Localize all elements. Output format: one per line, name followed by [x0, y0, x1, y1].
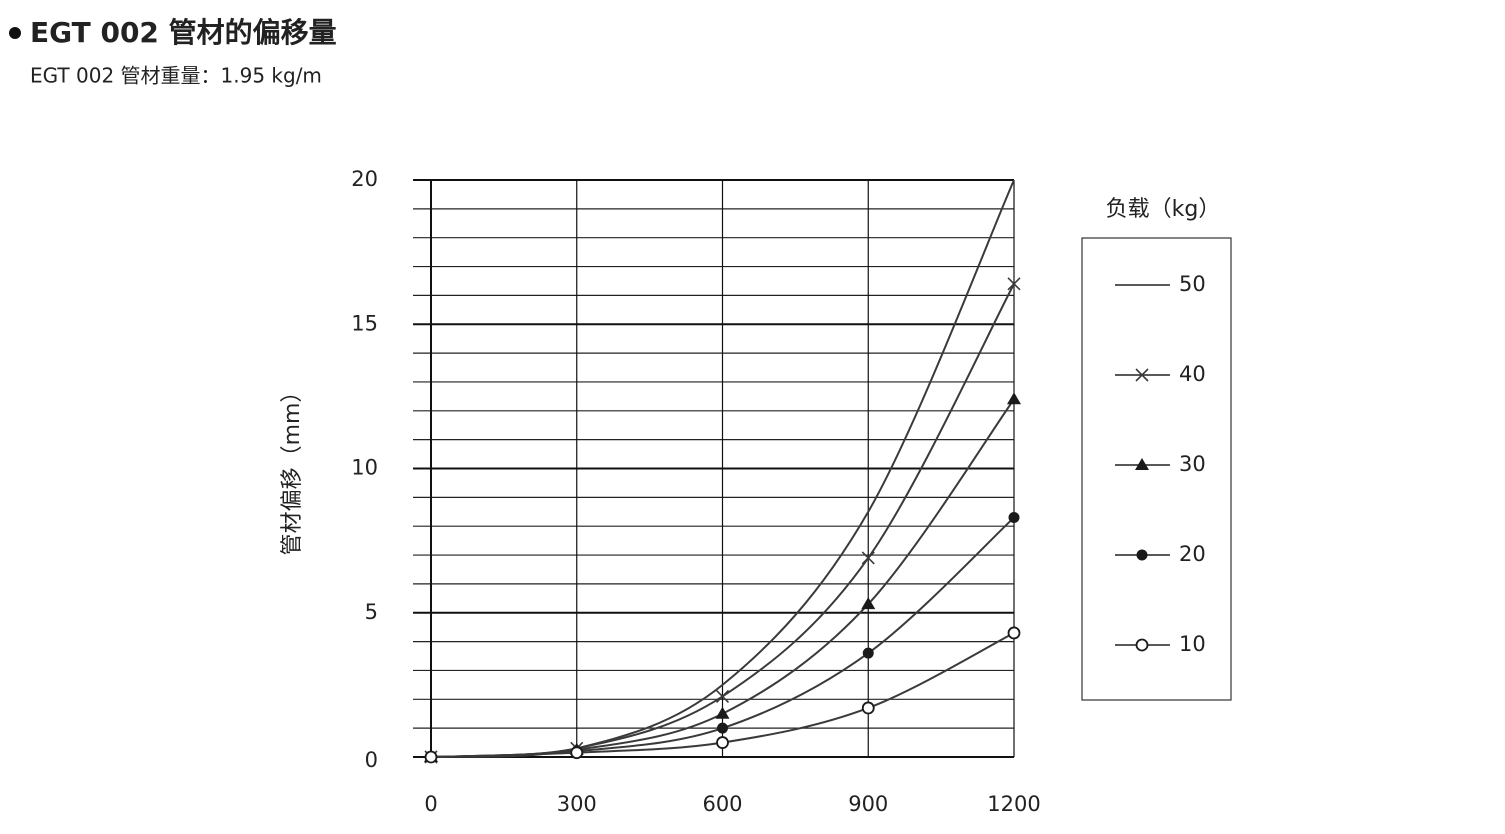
data-point [862, 647, 874, 659]
legend-label: 30 [1179, 452, 1206, 476]
legend-marker [1135, 368, 1149, 382]
data-point [715, 689, 730, 703]
legend-marker [1135, 458, 1149, 470]
legend-marker [1135, 638, 1149, 652]
legend-label: 40 [1179, 362, 1206, 386]
legend-label: 10 [1179, 632, 1206, 656]
legend-box [1081, 237, 1232, 701]
legend-marker [1136, 549, 1148, 561]
data-point [716, 736, 729, 749]
x-tick-label: 600 [702, 792, 742, 816]
data-point [1008, 512, 1020, 524]
y-tick-label: 5 [365, 600, 378, 624]
data-point [717, 722, 728, 734]
y-axis-label: 管材偏移（mm） [280, 381, 305, 556]
data-point [1007, 277, 1021, 291]
y-tick-label: 15 [351, 311, 378, 335]
x-tick-label: 300 [557, 792, 597, 816]
y-tick-label: 0 [365, 748, 378, 772]
legend-label: 50 [1179, 272, 1206, 296]
chart-title: EGT 002 管材的偏移量 [30, 16, 337, 49]
data-point [424, 750, 438, 764]
data-point [861, 597, 876, 610]
data-point [570, 746, 584, 760]
data-point [861, 551, 875, 565]
data-point [1007, 392, 1021, 405]
y-tick-label: 20 [351, 167, 378, 191]
data-point [1007, 626, 1021, 640]
legend-title: 负载（kg） [1106, 197, 1221, 222]
legend-label: 20 [1179, 542, 1206, 566]
data-point [715, 706, 730, 719]
y-tick-label: 10 [351, 456, 378, 480]
chart-subtitle: EGT 002 管材重量：1.95 kg/m [30, 64, 322, 88]
title-bullet [9, 27, 21, 39]
data-point [861, 701, 875, 715]
x-tick-label: 0 [424, 792, 437, 816]
x-tick-label: 1200 [987, 792, 1040, 816]
x-tick-label: 900 [848, 792, 888, 816]
